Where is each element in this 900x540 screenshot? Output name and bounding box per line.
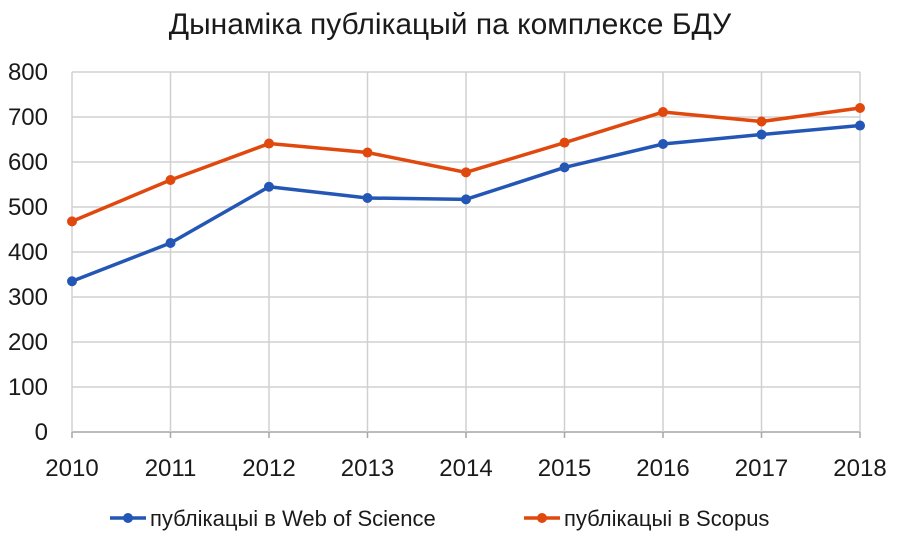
data-point-series-1: [362, 193, 373, 203]
x-tick-label: 2015: [538, 455, 591, 482]
data-point-series-1: [461, 194, 471, 205]
y-tick-label: 400: [8, 239, 48, 266]
legend-label: публікацыі в Scopus: [564, 506, 769, 531]
x-tick-label: 2018: [833, 455, 886, 482]
y-tick-label: 700: [8, 104, 48, 131]
data-point-series-2: [165, 175, 176, 185]
data-point-series-2: [559, 137, 570, 148]
x-tick-label: 2013: [341, 455, 394, 482]
chart-title: Дынаміка публікацый па комплексе БДУ: [168, 8, 732, 41]
y-tick-label: 100: [8, 374, 48, 401]
data-point-series-1: [756, 129, 767, 140]
y-tick-label: 500: [8, 194, 48, 221]
x-tick-label: 2014: [439, 455, 492, 482]
data-point-series-1: [559, 162, 570, 173]
y-tick-label: 0: [35, 419, 48, 446]
legend-swatch-marker: [537, 513, 547, 523]
data-point-series-1: [264, 181, 274, 192]
data-point-series-2: [461, 167, 471, 178]
data-point-series-2: [264, 138, 274, 149]
data-point-series-2: [67, 216, 77, 227]
data-point-series-2: [658, 107, 668, 118]
x-tick-label: 2016: [636, 455, 689, 482]
data-point-series-2: [855, 103, 865, 113]
data-point-series-1: [67, 276, 77, 287]
y-tick-label: 600: [8, 149, 48, 176]
legend-swatch-marker: [123, 513, 133, 523]
y-tick-label: 800: [8, 59, 48, 86]
data-point-series-2: [756, 116, 767, 127]
y-tick-label: 300: [8, 284, 48, 311]
x-tick-label: 2017: [735, 455, 788, 482]
x-tick-label: 2012: [242, 455, 295, 482]
x-tick-label: 2011: [145, 455, 197, 482]
data-point-series-1: [855, 120, 865, 131]
x-tick-label: 2010: [45, 455, 98, 482]
legend-label: публікацыі в Web of Science: [150, 506, 436, 531]
data-point-series-1: [658, 139, 668, 149]
data-point-series-1: [165, 238, 176, 248]
y-tick-label: 200: [8, 329, 48, 356]
data-point-series-2: [362, 147, 373, 158]
